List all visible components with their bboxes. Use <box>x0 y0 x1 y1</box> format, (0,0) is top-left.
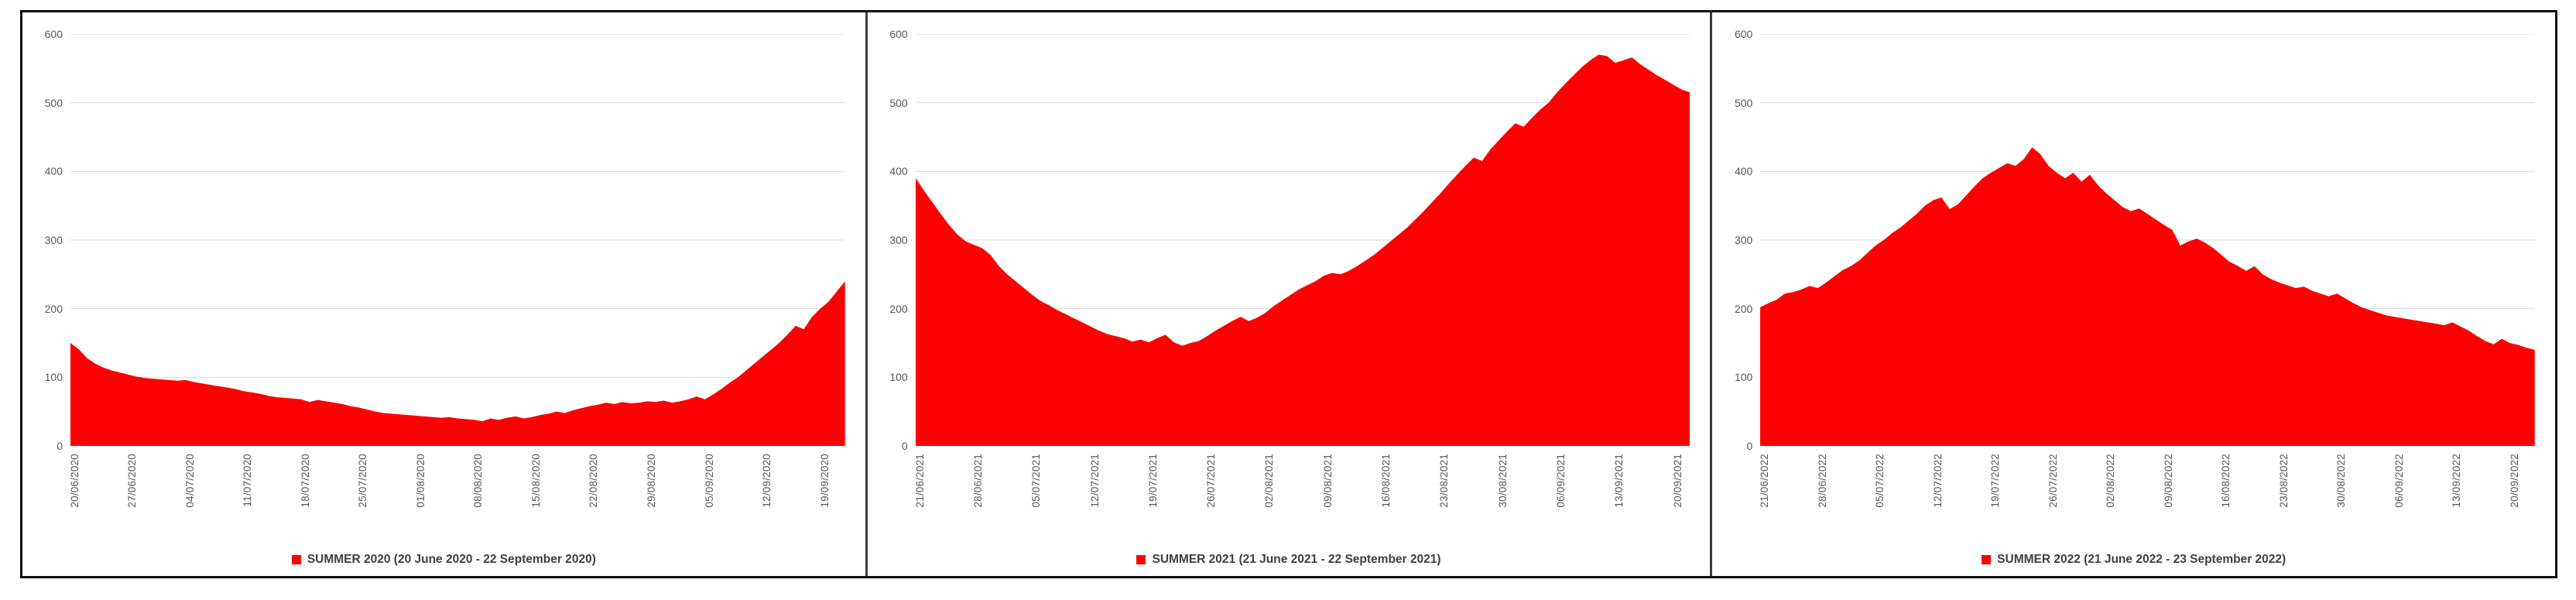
area-series <box>915 54 1690 446</box>
y-axis-tick-label: 100 <box>1734 371 1753 384</box>
x-axis-labels: 20/06/2020 27/06/2020 04/07/2020 11/07/2020… <box>68 451 845 542</box>
x-axis-tick-label: 01/08/2020 <box>414 454 426 508</box>
y-axis-tick-label: 600 <box>1734 28 1753 40</box>
x-axis-tick-label: 16/08/2022 <box>2220 454 2232 508</box>
area-chart-svg <box>915 34 1690 446</box>
y-axis-tick-label: 0 <box>901 440 908 452</box>
x-axis-tick-label: 02/08/2021 <box>1263 454 1276 508</box>
x-axis-tick-label: 06/09/2021 <box>1555 454 1567 508</box>
y-axis-tick-label: 100 <box>44 371 63 384</box>
x-axis-tick-label: 19/07/2022 <box>1989 454 2002 508</box>
x-axis-tick-label: 19/07/2021 <box>1146 454 1159 508</box>
plot-area <box>1760 34 2536 446</box>
y-axis-tick-label: 300 <box>44 234 63 246</box>
y-axis-tick-label: 400 <box>1734 165 1753 178</box>
x-axis-tick-label: 16/08/2021 <box>1380 454 1392 508</box>
x-axis-tick-label: 29/08/2020 <box>646 454 657 508</box>
legend-label: SUMMER 2021 (21 June 2021 - 22 September… <box>1152 553 1441 566</box>
x-axis-tick-label: 09/08/2022 <box>2162 454 2174 508</box>
x-axis-tick-label: 08/08/2020 <box>472 454 485 508</box>
x-axis-tick-label: 02/08/2022 <box>2105 454 2117 508</box>
y-axis-tick-label: 600 <box>44 28 63 40</box>
legend-marker <box>1136 555 1146 564</box>
chart-panel-summer-2022: 0 100 200 300 400 500 600 21/06/2022 28/06/2022… <box>1712 12 2556 576</box>
x-axis-tick-label: 22/08/2020 <box>587 454 600 508</box>
y-axis-tick-label: 0 <box>57 440 63 452</box>
legend-marker <box>1982 555 1992 564</box>
y-axis-tick-label: 400 <box>44 165 63 178</box>
x-axis-tick-label: 20/09/2021 <box>1671 454 1684 508</box>
y-axis-tick-label: 200 <box>1734 302 1753 315</box>
x-axis-tick-label: 11/07/2020 <box>242 454 254 507</box>
x-axis-tick-label: 30/08/2021 <box>1496 454 1509 508</box>
area-series <box>70 281 845 446</box>
x-axis-tick-label: 23/08/2022 <box>2277 454 2290 508</box>
x-axis-tick-label: 13/09/2022 <box>2451 454 2463 508</box>
y-axis-tick-label: 600 <box>889 28 908 40</box>
x-axis-tick-label: 15/08/2020 <box>529 454 542 508</box>
y-axis-tick-label: 500 <box>44 96 63 109</box>
area-series <box>1760 147 2536 446</box>
x-axis-tick-label: 21/06/2022 <box>1759 454 1771 508</box>
x-axis-tick-label: 27/06/2020 <box>126 454 139 508</box>
x-axis-tick-label: 04/07/2020 <box>183 454 196 508</box>
y-axis-tick-label: 0 <box>1746 440 1753 452</box>
x-axis-tick-label: 28/06/2021 <box>971 454 984 508</box>
legend: SUMMER 2020 (20 June 2020 - 22 September… <box>22 553 865 567</box>
x-axis-tick-label: 05/07/2021 <box>1030 454 1043 508</box>
legend-label: SUMMER 2020 (20 June 2020 - 22 September… <box>307 553 596 566</box>
chart-panel-summer-2020: 0 100 200 300 400 500 600 20/06/2020 27/06/2020… <box>22 12 868 576</box>
x-axis-tick-label: 09/08/2021 <box>1321 454 1334 508</box>
legend-label: SUMMER 2022 (21 June 2022 - 23 September… <box>1997 553 2287 566</box>
x-axis-tick-label: 05/09/2020 <box>703 454 715 508</box>
y-axis-tick-label: 100 <box>889 371 908 384</box>
x-axis-tick-label: 05/07/2022 <box>1874 454 1886 508</box>
y-axis-tick-label: 500 <box>1734 96 1753 109</box>
y-axis-tick-label: 300 <box>889 234 908 246</box>
y-axis-tick-label: 300 <box>1734 234 1753 246</box>
x-axis-labels: 21/06/2021 28/06/2021 05/07/2021 12/07/2021… <box>913 451 1690 542</box>
x-axis-tick-label: 28/06/2022 <box>1816 454 1828 508</box>
area-chart-svg <box>1760 34 2536 446</box>
legend: SUMMER 2022 (21 June 2022 - 23 September… <box>1712 553 2555 567</box>
x-axis-tick-label: 20/09/2022 <box>2508 454 2520 508</box>
legend: SUMMER 2021 (21 June 2021 - 22 September… <box>868 553 1711 567</box>
plot-area <box>915 34 1690 446</box>
x-axis-tick-label: 12/07/2022 <box>1931 454 1944 508</box>
area-chart-svg <box>70 34 845 446</box>
x-axis-tick-label: 12/09/2020 <box>761 454 773 508</box>
x-axis-tick-label: 13/09/2021 <box>1613 454 1625 508</box>
plot-area <box>70 34 845 446</box>
x-axis-tick-label: 21/06/2021 <box>913 454 926 508</box>
x-axis-tick-label: 26/07/2021 <box>1205 454 1218 508</box>
x-axis-tick-label: 23/08/2021 <box>1438 454 1451 508</box>
y-axis-tick-label: 200 <box>44 302 63 315</box>
x-axis-tick-label: 30/08/2022 <box>2335 454 2348 508</box>
x-axis-tick-label: 20/06/2020 <box>68 454 80 508</box>
legend-marker <box>291 555 301 564</box>
x-axis-tick-label: 12/07/2021 <box>1088 454 1101 508</box>
y-axis-tick-label: 500 <box>889 96 908 109</box>
y-axis-tick-label: 200 <box>889 302 908 315</box>
x-axis-labels: 21/06/2022 28/06/2022 05/07/2022 12/07/2022… <box>1759 451 2535 542</box>
x-axis-tick-label: 25/07/2020 <box>357 454 369 508</box>
y-axis-tick-label: 400 <box>889 165 908 178</box>
x-axis-tick-label: 18/07/2020 <box>299 454 311 508</box>
x-axis-tick-label: 26/07/2022 <box>2047 454 2059 508</box>
x-axis-tick-label: 19/09/2020 <box>818 454 831 508</box>
x-axis-tick-label: 06/09/2022 <box>2393 454 2405 508</box>
figure-frame: 0 100 200 300 400 500 600 20/06/2020 27/06/2020… <box>20 10 2557 578</box>
chart-panel-summer-2021: 0 100 200 300 400 500 600 21/06/2021 28/06/2021… <box>867 12 1713 576</box>
